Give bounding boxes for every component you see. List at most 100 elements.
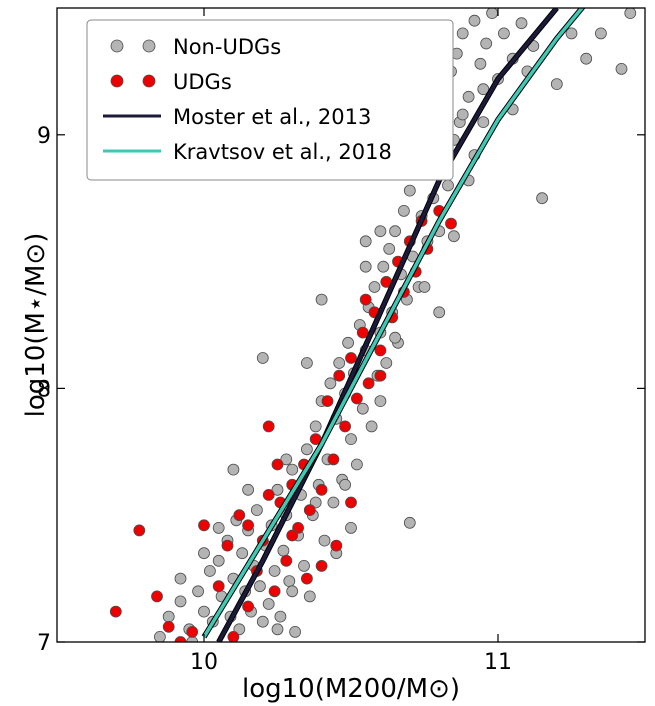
data-point — [162, 620, 175, 633]
data-point — [198, 547, 210, 560]
legend-label: Kravtsov et al., 2018 — [173, 140, 392, 164]
data-point — [300, 572, 313, 585]
data-point — [212, 522, 225, 534]
y-tick-label: 9 — [37, 124, 51, 149]
y-tick-label: 8 — [37, 377, 51, 402]
data-point — [315, 560, 328, 572]
data-point — [477, 83, 490, 96]
data-point — [277, 544, 290, 557]
data-point — [383, 242, 396, 255]
x-tick-label: 10 — [190, 650, 218, 675]
data-point — [327, 496, 340, 509]
data-point — [615, 63, 628, 75]
data-point — [242, 600, 255, 613]
data-point — [327, 453, 340, 466]
data-point — [397, 204, 410, 217]
data-point — [350, 392, 363, 405]
data-point — [477, 116, 490, 128]
data-point — [253, 580, 266, 593]
data-point — [359, 293, 372, 306]
data-point — [268, 565, 281, 577]
data-point — [274, 610, 287, 623]
data-point — [154, 631, 166, 642]
data-point — [403, 516, 416, 529]
legend-marker — [142, 39, 156, 53]
data-point — [433, 306, 446, 319]
x-axis-label: log10(M200/M⊙) — [242, 674, 460, 704]
legend-marker — [110, 39, 124, 53]
data-point — [389, 331, 402, 344]
data-point — [256, 615, 269, 628]
tick-layer: 10 11 7 8 9 — [37, 8, 645, 675]
data-point — [133, 524, 146, 537]
legend-item: Moster et al., 2013 — [103, 105, 371, 129]
data-point — [342, 336, 355, 349]
data-point — [262, 598, 275, 610]
data-point — [333, 357, 346, 369]
data-point — [445, 217, 457, 230]
data-point — [303, 504, 316, 517]
legend: Non-UDGs UDGs Moster et al., 2013 Kravtsov … — [86, 19, 454, 181]
data-point — [227, 463, 240, 476]
data-point — [262, 420, 275, 433]
legend-label: Non-UDGs — [173, 35, 281, 59]
data-point — [221, 539, 234, 552]
data-point — [345, 496, 357, 509]
data-point — [321, 395, 334, 408]
data-point — [271, 623, 284, 636]
data-point — [374, 369, 387, 382]
data-point — [174, 636, 187, 642]
data-point — [198, 605, 210, 618]
data-point — [474, 57, 487, 70]
data-point — [374, 395, 387, 408]
data-point — [186, 626, 199, 638]
data-point — [480, 37, 493, 50]
legend-marker — [110, 74, 124, 88]
data-point — [595, 27, 607, 40]
x-tick-label: 11 — [484, 650, 512, 675]
data-point — [345, 433, 357, 446]
data-point — [368, 281, 381, 293]
data-point — [298, 560, 310, 572]
data-point — [374, 225, 387, 238]
data-point — [262, 488, 275, 501]
data-point — [380, 357, 393, 369]
data-point — [212, 554, 225, 567]
data-point — [462, 90, 475, 103]
data-point — [377, 260, 390, 273]
legend-box — [86, 19, 454, 181]
data-point — [303, 590, 316, 603]
data-point — [456, 108, 469, 121]
plot-frame — [56, 7, 646, 643]
legend-marker — [142, 74, 156, 88]
data-point — [389, 225, 402, 238]
data-point — [300, 357, 313, 369]
data-point — [324, 377, 337, 390]
data-point — [580, 52, 593, 65]
data-point — [345, 522, 357, 534]
data-point — [203, 565, 216, 577]
data-point — [536, 192, 548, 205]
data-point — [286, 463, 299, 476]
data-point — [256, 352, 269, 364]
data-point — [242, 519, 255, 532]
data-point — [345, 352, 357, 364]
data-point — [315, 293, 328, 306]
data-point — [236, 547, 249, 560]
data-point — [233, 509, 246, 522]
data-point — [192, 585, 205, 598]
data-point — [565, 27, 578, 40]
y-axis-label: log10(M⋆/M⊙) — [21, 233, 51, 418]
data-point — [309, 420, 322, 433]
data-point — [624, 8, 637, 19]
data-point — [356, 402, 369, 415]
data-point — [268, 585, 281, 598]
legend-item: UDGs — [110, 70, 232, 94]
data-point — [403, 184, 416, 197]
data-point — [339, 420, 352, 433]
data-point — [442, 179, 454, 192]
legend-label: Moster et al., 2013 — [173, 105, 371, 129]
data-point — [315, 483, 328, 496]
data-point — [280, 554, 293, 567]
data-point — [286, 585, 299, 598]
